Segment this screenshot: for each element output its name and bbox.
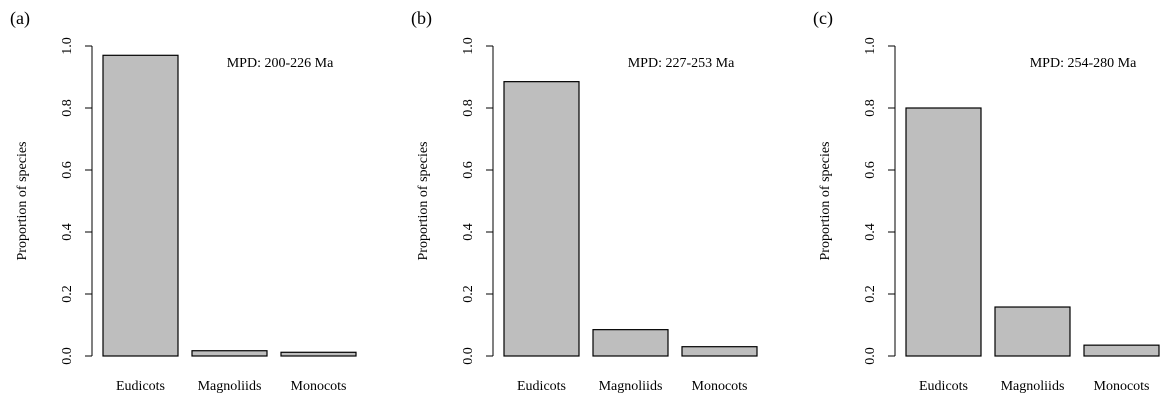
- x-tick-label: Eudicots: [517, 379, 566, 394]
- bar: [503, 81, 580, 357]
- bar: [905, 107, 982, 357]
- y-tick-label: 0.8: [863, 99, 878, 117]
- x-tick-label: Eudicots: [116, 379, 165, 394]
- bar: [280, 351, 357, 357]
- x-tick-label: Magnoliids: [198, 379, 262, 394]
- y-tick-label: 1.0: [863, 37, 878, 55]
- y-tick-label: 0.8: [60, 99, 75, 117]
- bar: [681, 346, 758, 357]
- y-tick-label: 0.0: [60, 347, 75, 365]
- annotation: MPD: 200-226 Ma: [227, 56, 334, 71]
- panel-label: (a): [10, 8, 30, 29]
- x-tick-label: Eudicots: [919, 379, 968, 394]
- panel-label: (c): [813, 8, 833, 29]
- annotation: MPD: 227-253 Ma: [628, 56, 735, 71]
- y-axis-label: Proportion of species: [416, 142, 431, 261]
- x-tick-label: Monocots: [692, 379, 748, 394]
- y-tick-label: 0.8: [461, 99, 476, 117]
- y-tick-label: 0.2: [461, 285, 476, 303]
- y-tick-label: 1.0: [461, 37, 476, 55]
- y-axis-label: Proportion of species: [818, 142, 833, 261]
- x-tick-label: Magnoliids: [1001, 379, 1065, 394]
- y-tick-label: 0.6: [60, 161, 75, 179]
- panel-label: (b): [411, 8, 432, 29]
- y-tick-label: 0.4: [863, 223, 878, 241]
- annotation: MPD: 254-280 Ma: [1030, 56, 1137, 71]
- y-tick-label: 0.0: [461, 347, 476, 365]
- y-tick-label: 0.0: [863, 347, 878, 365]
- y-tick-label: 0.4: [60, 223, 75, 241]
- y-tick-label: 0.6: [863, 161, 878, 179]
- y-tick-label: 0.6: [461, 161, 476, 179]
- bar: [102, 54, 179, 357]
- bar: [1083, 344, 1160, 357]
- x-tick-label: Monocots: [1094, 379, 1150, 394]
- y-tick-label: 0.4: [461, 223, 476, 241]
- x-tick-label: Monocots: [291, 379, 347, 394]
- y-tick-label: 0.2: [863, 285, 878, 303]
- bar: [592, 329, 669, 357]
- y-axis-label: Proportion of species: [15, 142, 30, 261]
- bar: [191, 350, 268, 357]
- y-tick-label: 0.2: [60, 285, 75, 303]
- bar: [994, 306, 1071, 357]
- x-tick-label: Magnoliids: [599, 379, 663, 394]
- y-tick-label: 1.0: [60, 37, 75, 55]
